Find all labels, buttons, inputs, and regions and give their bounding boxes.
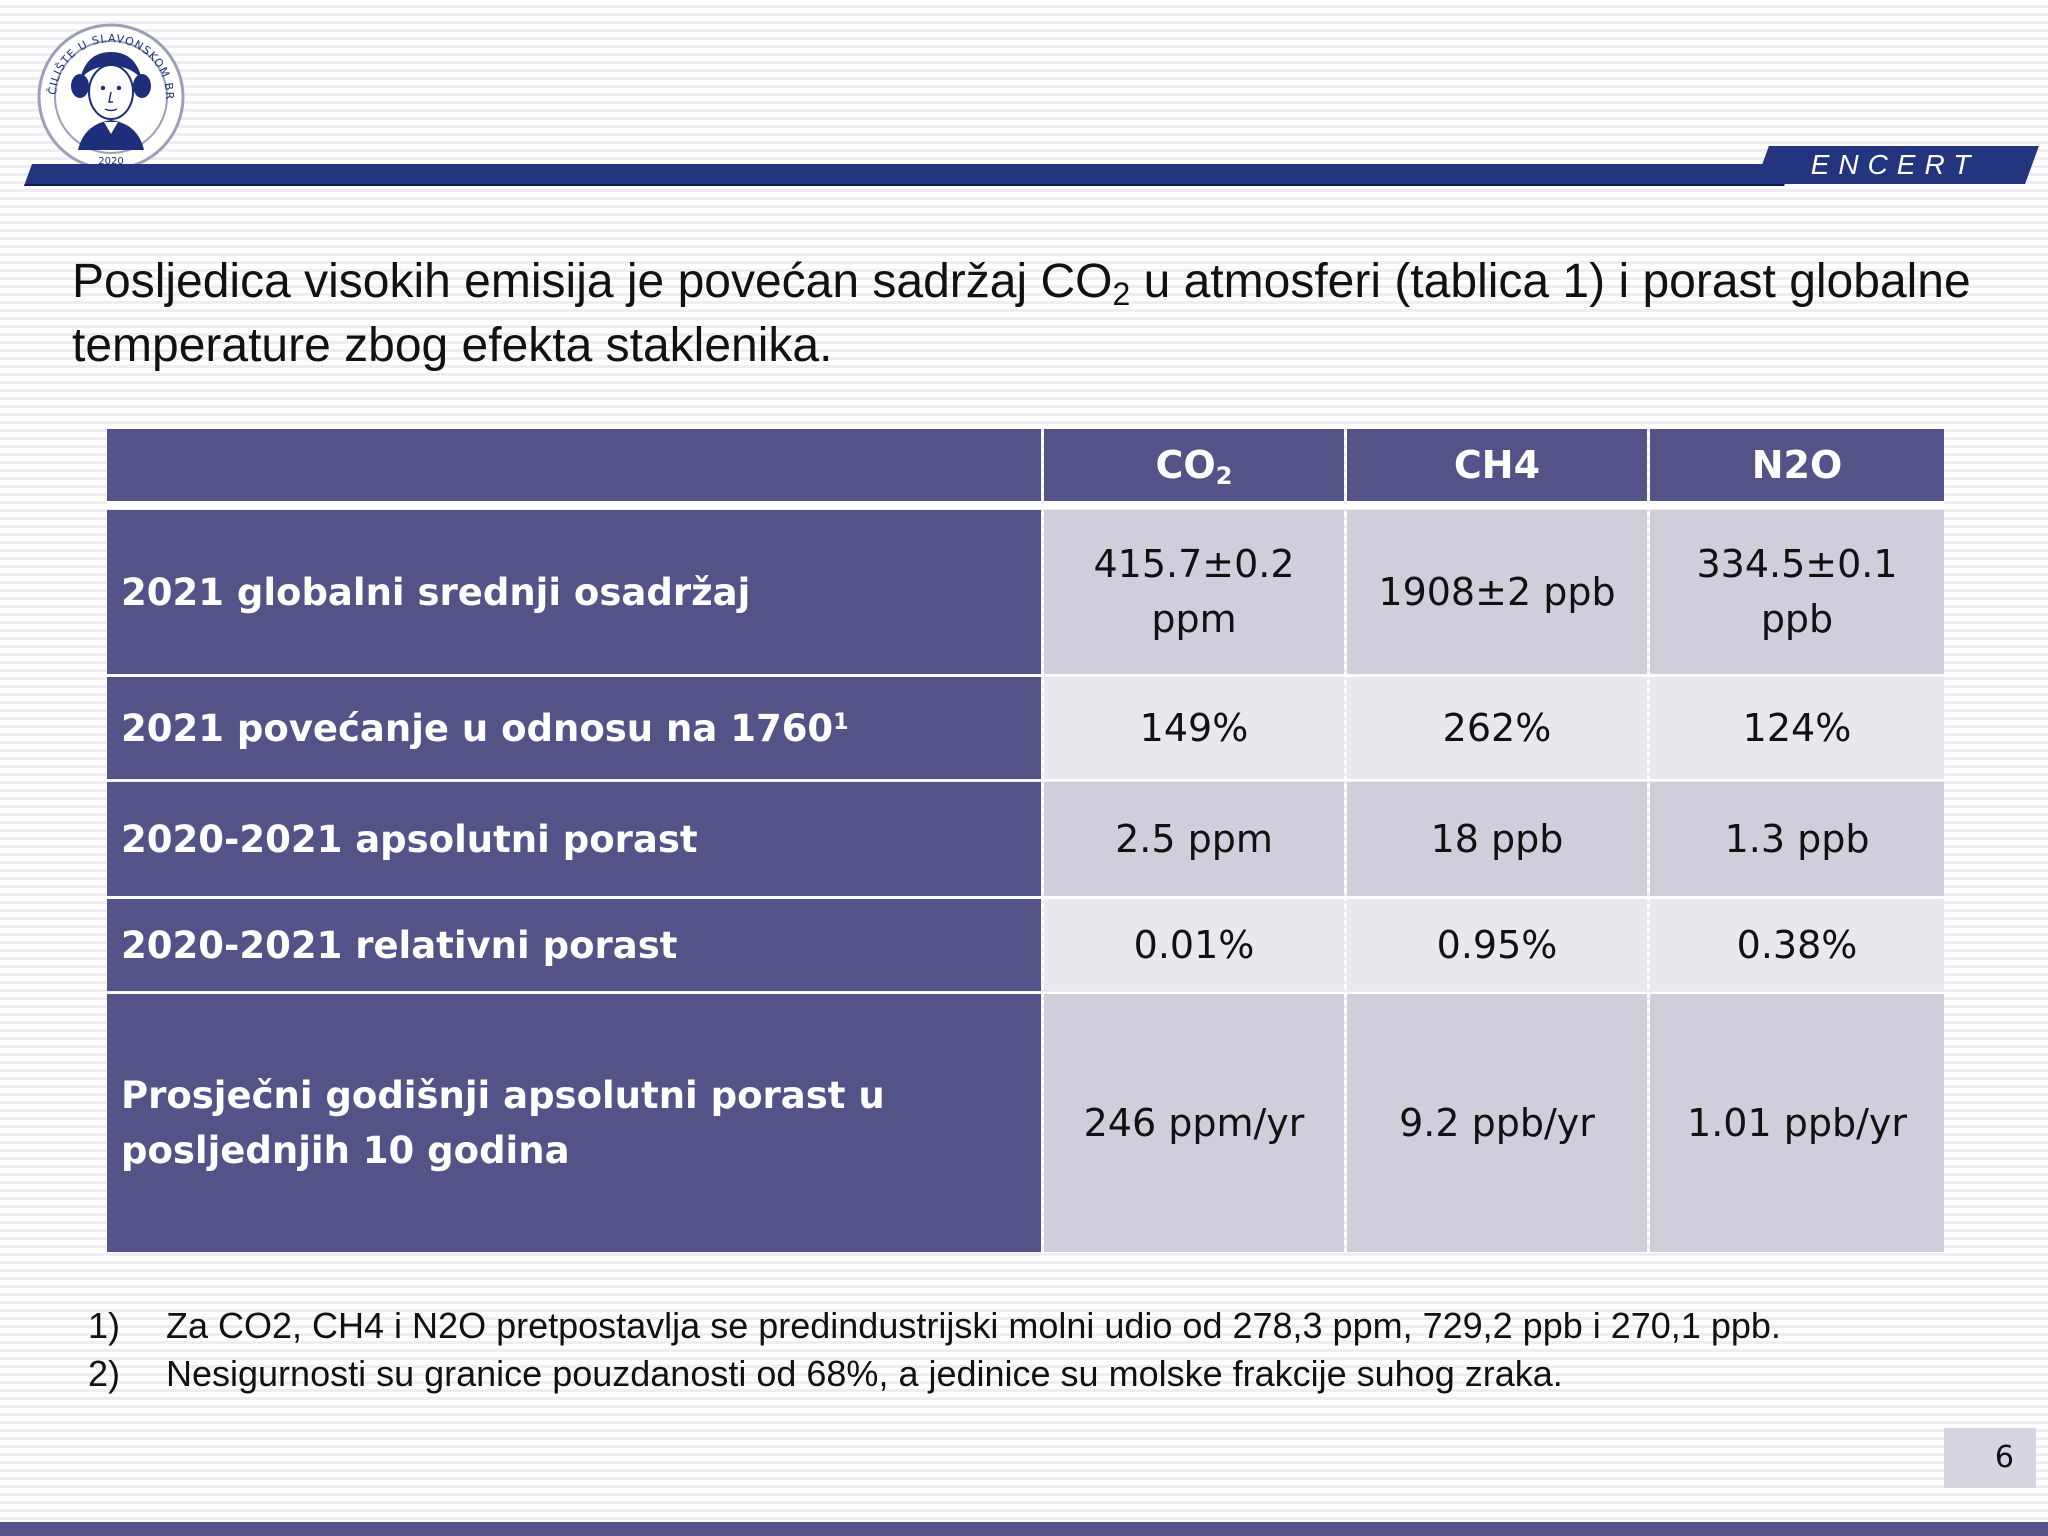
- brand-label: ENCERT: [1810, 149, 1980, 180]
- row-label: Prosječni godišnji apsolutni porast u po…: [107, 994, 1041, 1252]
- headline-subscript: 2: [1112, 276, 1131, 312]
- table-cell: 0.01%: [1044, 899, 1344, 991]
- row-label: 2021 globalni srednji osadržaj: [107, 510, 1041, 674]
- table-cell: 18 ppb: [1347, 782, 1647, 896]
- emissions-table: CO2 CH4 N2O 2021 globalni srednji osadrž…: [104, 426, 1947, 1255]
- table-cell: 149%: [1044, 677, 1344, 779]
- table-cell: 0.38%: [1650, 899, 1944, 991]
- footnote-number: 2): [88, 1353, 121, 1394]
- page-number: 6: [1944, 1428, 2036, 1488]
- table-cell: 0.95%: [1347, 899, 1647, 991]
- table-cell: 415.7±0.2 ppm: [1044, 510, 1344, 674]
- slide-headline: Posljedica visokih emisija je povećan sa…: [72, 250, 1972, 378]
- table-row: 2020-2021 apsolutni porast 2.5 ppm 18 pp…: [107, 782, 1944, 896]
- row-label: 2020-2021 relativni porast: [107, 899, 1041, 991]
- bottom-bar: [0, 1522, 2048, 1536]
- headline-part2: u atmosferi (tablica 1) i porast globaln…: [72, 255, 1971, 372]
- table-cell: 1908±2 ppb: [1347, 510, 1647, 674]
- row-label: 2020-2021 apsolutni porast: [107, 782, 1041, 896]
- table-row: 2021 povećanje u odnosu na 17601 149% 26…: [107, 677, 1944, 779]
- table-header-co2: CO2: [1044, 429, 1344, 507]
- table-cell: 124%: [1650, 677, 1944, 779]
- table-cell: 334.5±0.1 ppb: [1650, 510, 1944, 674]
- table-header-n2o: N2O: [1650, 429, 1944, 507]
- logo-year: 2020: [98, 156, 123, 167]
- footnote-item: 2) Nesigurnosti su granice pouzdanosti o…: [88, 1350, 1988, 1398]
- university-seal-logo: SVEUČILIŠTE U SLAVONSKOM BRODU 2020: [36, 22, 185, 171]
- table-cell: 1.01 ppb/yr: [1650, 994, 1944, 1252]
- table-header-ch4: CH4: [1347, 429, 1647, 507]
- footnote-ref: 1: [833, 709, 849, 735]
- footnote-text: Za CO2, CH4 i N2O pretpostavlja se predi…: [166, 1305, 1781, 1346]
- table-row: 2021 globalni srednji osadržaj 415.7±0.2…: [107, 510, 1944, 674]
- table-row: 2020-2021 relativni porast 0.01% 0.95% 0…: [107, 899, 1944, 991]
- table-cell: 262%: [1347, 677, 1647, 779]
- table-header-empty: [107, 429, 1041, 507]
- footnote-text: Nesigurnosti su granice pouzdanosti od 6…: [166, 1353, 1563, 1394]
- footnotes: 1) Za CO2, CH4 i N2O pretpostavlja se pr…: [88, 1302, 1988, 1398]
- table-cell: 1.3 ppb: [1650, 782, 1944, 896]
- footnote-item: 1) Za CO2, CH4 i N2O pretpostavlja se pr…: [88, 1302, 1988, 1350]
- table-cell: 2.5 ppm: [1044, 782, 1344, 896]
- headline-part1: Posljedica visokih emisija je povećan sa…: [72, 255, 1113, 308]
- row-label: 2021 povećanje u odnosu na 17601: [107, 677, 1041, 779]
- table-row: Prosječni godišnji apsolutni porast u po…: [107, 994, 1944, 1252]
- header-bar: [24, 164, 1793, 186]
- table-header-row: CO2 CH4 N2O: [107, 429, 1944, 507]
- footnote-number: 1): [88, 1305, 121, 1346]
- table-cell: 9.2 ppb/yr: [1347, 994, 1647, 1252]
- table-cell: 246 ppm/yr: [1044, 994, 1344, 1252]
